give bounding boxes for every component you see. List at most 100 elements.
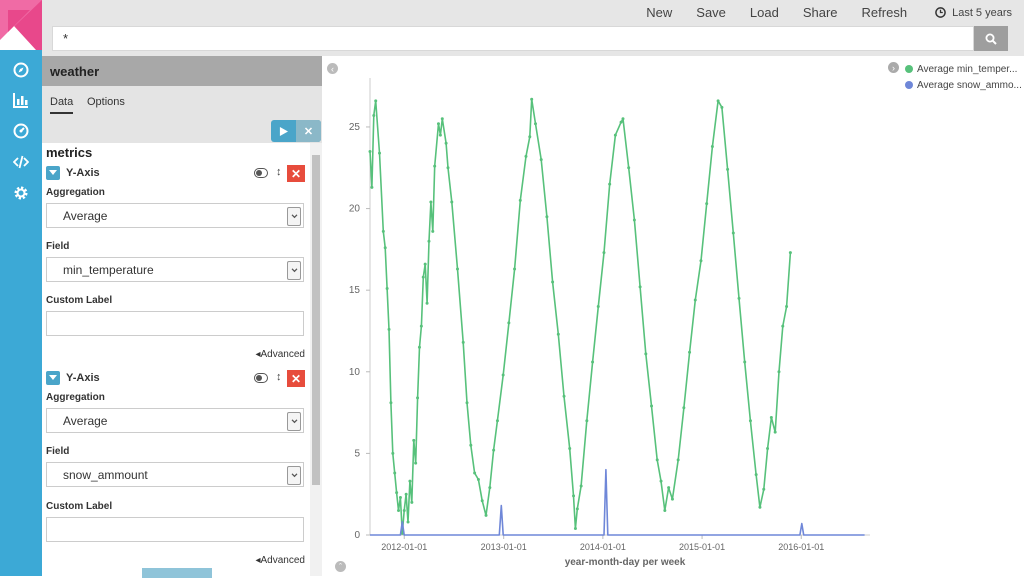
share-button[interactable]: Share <box>802 5 838 20</box>
time-picker[interactable]: Last 5 years <box>935 7 1012 19</box>
scrollbar-thumb[interactable] <box>312 155 320 485</box>
data-point <box>383 246 387 250</box>
remove-metric-button[interactable]: ✕ <box>287 370 305 387</box>
sidebar-scrollbar[interactable] <box>310 143 322 576</box>
data-point <box>693 298 697 302</box>
data-point <box>427 239 431 243</box>
add-metric-button[interactable] <box>142 568 212 578</box>
field-select[interactable]: min_temperature <box>46 257 304 282</box>
data-point <box>762 487 766 491</box>
collapse-legend-icon[interactable]: › <box>888 62 899 73</box>
data-point <box>632 218 636 222</box>
x-tick-label: 2012-01-01 <box>381 542 427 552</box>
metric-header: Y-Axis ↕ ✕ <box>46 165 308 182</box>
data-point <box>507 321 511 325</box>
data-point <box>575 507 579 511</box>
data-point <box>705 202 709 206</box>
data-point <box>404 492 408 496</box>
search-input[interactable]: * <box>52 26 974 51</box>
advanced-label: Advanced <box>260 555 305 566</box>
toggle-icon[interactable] <box>254 373 268 383</box>
data-point <box>513 267 517 271</box>
field-select[interactable]: snow_ammount <box>46 462 304 487</box>
line-chart: 0 5 10 15 20 25 2012-01-01 2013-01-01 2014-01-01… <box>349 78 870 568</box>
load-button[interactable]: Load <box>749 5 779 20</box>
drag-handle-icon[interactable]: ↕ <box>276 371 282 383</box>
data-point <box>450 200 454 204</box>
refresh-button[interactable]: Refresh <box>861 5 908 20</box>
data-point <box>433 164 437 168</box>
custom-label-label: Custom Label <box>46 501 113 512</box>
collapse-sidebar-icon[interactable]: ‹ <box>327 63 338 74</box>
y-tick-label: 5 <box>354 448 360 459</box>
data-point <box>423 262 427 266</box>
data-point <box>619 120 623 124</box>
search-button[interactable] <box>974 26 1008 51</box>
data-point <box>480 499 484 503</box>
x-axis-title: year-month-day per week <box>565 557 686 568</box>
data-point <box>431 229 435 233</box>
data-point <box>398 495 402 499</box>
data-point <box>408 479 412 483</box>
data-point <box>414 461 418 465</box>
aggregation-select[interactable]: Average <box>46 203 304 228</box>
tab-data[interactable]: Data <box>50 96 74 114</box>
remove-metric-button[interactable]: ✕ <box>287 165 305 182</box>
tab-options[interactable]: Options <box>87 96 125 108</box>
visualize-chart-icon[interactable] <box>11 90 31 110</box>
custom-label-input[interactable] <box>46 311 304 336</box>
y-tick-label: 10 <box>349 367 361 378</box>
data-point <box>676 458 680 462</box>
kibana-logo[interactable] <box>0 0 42 50</box>
settings-gear-icon[interactable] <box>11 183 31 203</box>
data-point <box>585 419 589 423</box>
data-point <box>773 430 777 434</box>
apply-changes-button[interactable] <box>271 120 296 142</box>
data-point <box>785 305 789 308</box>
new-button[interactable]: New <box>646 5 673 20</box>
data-point <box>602 251 606 255</box>
metrics-section-title: metrics <box>46 145 93 160</box>
advanced-toggle[interactable]: ◂Advanced <box>255 349 305 360</box>
data-point <box>556 332 560 336</box>
data-point <box>591 360 595 364</box>
advanced-toggle[interactable]: ◂Advanced <box>255 555 305 566</box>
dashboard-gauge-icon[interactable] <box>11 121 31 141</box>
aggregation-label: Aggregation <box>46 187 105 198</box>
legend-item[interactable]: Average snow_ammo... <box>905 77 1023 93</box>
data-point <box>663 509 667 513</box>
x-tick-label: 2016-01-01 <box>778 542 824 552</box>
save-button[interactable]: Save <box>696 5 726 20</box>
discard-changes-button[interactable]: ✕ <box>296 120 321 142</box>
data-point <box>533 122 537 126</box>
data-point <box>410 500 414 504</box>
editor-sidebar: weather Data Options ✕ metrics Y-Axis ↕ … <box>42 56 322 578</box>
data-point <box>644 352 648 356</box>
data-point <box>682 406 686 410</box>
data-point <box>416 396 420 400</box>
aggregation-value: Average <box>63 209 108 223</box>
data-point <box>716 99 720 103</box>
drag-handle-icon[interactable]: ↕ <box>276 166 282 178</box>
toggle-icon[interactable] <box>254 168 268 178</box>
data-point <box>608 182 612 186</box>
app-nav-bar <box>0 0 42 576</box>
data-point <box>766 446 770 450</box>
chart-legend: Average min_temper... Average snow_ammo..… <box>905 61 1023 93</box>
chevron-down-icon[interactable] <box>46 371 60 385</box>
expand-spy-panel-icon[interactable]: ˆ <box>335 561 346 572</box>
aggregation-select[interactable]: Average <box>46 408 304 433</box>
legend-item[interactable]: Average min_temper... <box>905 61 1023 77</box>
y-tick-label: 15 <box>349 285 361 296</box>
data-point <box>488 486 492 490</box>
data-point <box>440 117 444 121</box>
data-point <box>419 324 423 328</box>
x-tick-label: 2013-01-01 <box>481 542 527 552</box>
dev-tools-code-icon[interactable] <box>11 152 31 172</box>
custom-label-input[interactable] <box>46 517 304 542</box>
data-point <box>395 491 399 495</box>
data-point <box>501 373 505 377</box>
discover-compass-icon[interactable] <box>11 60 31 80</box>
chevron-down-icon[interactable] <box>46 166 60 180</box>
data-point <box>438 133 442 137</box>
